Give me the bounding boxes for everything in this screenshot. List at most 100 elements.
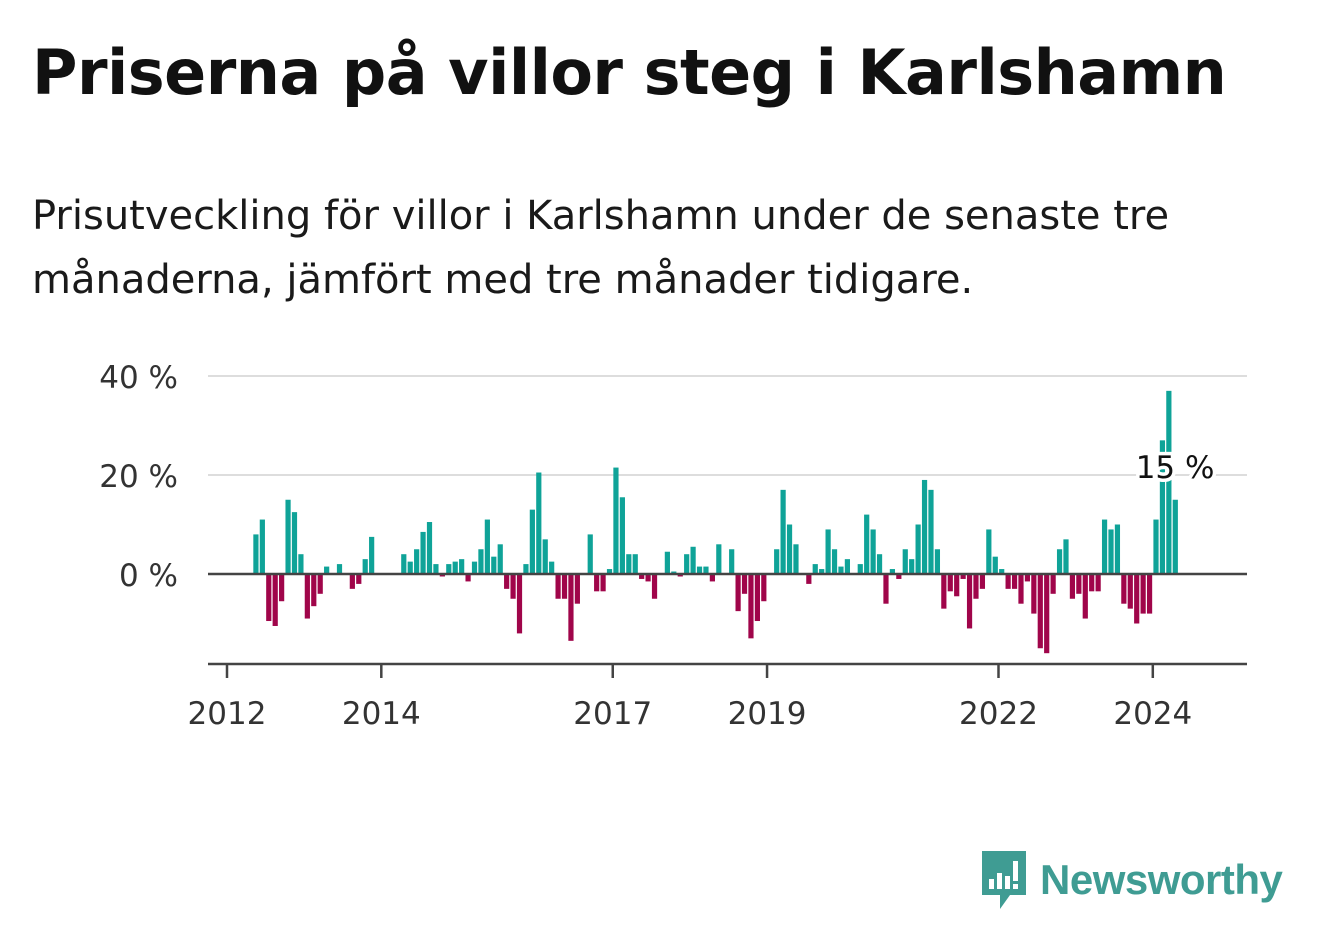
bar — [1018, 574, 1024, 604]
bar — [459, 559, 465, 574]
bar — [664, 551, 670, 575]
bar — [555, 574, 561, 599]
y-tick-label: 40 % — [99, 360, 178, 396]
bar — [928, 489, 934, 574]
bar — [1011, 574, 1018, 589]
bar — [1044, 574, 1050, 654]
bar — [619, 497, 625, 574]
bar — [889, 569, 895, 574]
bar — [356, 574, 362, 584]
bar — [613, 467, 619, 574]
bar — [516, 574, 523, 634]
newsworthy-logo: Newsworthy — [980, 848, 1283, 912]
bar — [844, 559, 850, 574]
bar — [902, 549, 908, 574]
bar — [401, 554, 407, 574]
bar — [298, 554, 304, 574]
bar — [317, 574, 323, 594]
bar — [941, 574, 947, 609]
brand-name: Newsworthy — [1040, 856, 1283, 903]
bar — [1005, 574, 1011, 589]
bar — [947, 574, 953, 592]
bar — [594, 574, 600, 592]
bar — [1140, 574, 1146, 614]
bar — [465, 574, 471, 582]
bar — [992, 556, 998, 574]
bar — [568, 574, 574, 641]
bar — [921, 479, 928, 574]
bar — [272, 574, 278, 626]
chart-subtitle: Prisutveckling för villor i Karlshamn un… — [32, 193, 1170, 303]
bar — [1101, 519, 1108, 574]
bar — [690, 546, 696, 574]
bar — [1153, 519, 1159, 574]
bar — [703, 566, 709, 575]
bar — [754, 574, 760, 622]
bar — [819, 569, 825, 574]
bar — [709, 574, 715, 582]
bar — [831, 549, 838, 574]
value-annotation: 15 % — [1136, 450, 1215, 486]
bar — [606, 569, 613, 574]
bar — [349, 574, 355, 589]
bar — [561, 574, 568, 599]
x-tick-label: 2012 — [188, 696, 267, 732]
bar — [1050, 574, 1056, 594]
bar — [1121, 574, 1127, 604]
bar — [1056, 549, 1063, 574]
bar — [954, 574, 960, 597]
bar — [812, 564, 818, 574]
bar — [452, 561, 458, 575]
bar — [761, 574, 767, 602]
bar — [1134, 574, 1140, 624]
bar — [433, 564, 439, 574]
bar — [587, 534, 593, 574]
bar — [336, 564, 343, 574]
bar — [285, 499, 291, 574]
bar — [1114, 524, 1121, 574]
bar — [651, 574, 658, 599]
bar — [266, 574, 272, 622]
bar — [1089, 574, 1095, 592]
bar — [1082, 574, 1088, 619]
bar — [934, 549, 941, 574]
bar — [549, 561, 555, 575]
bar — [497, 544, 503, 574]
bar — [639, 574, 645, 579]
bar — [504, 574, 510, 589]
bar — [780, 489, 786, 574]
bar — [870, 529, 876, 574]
bar — [253, 534, 259, 574]
bar — [748, 574, 754, 639]
bar — [1127, 574, 1133, 609]
bar — [632, 554, 638, 574]
bar — [1063, 539, 1069, 574]
bar — [529, 509, 535, 574]
bar — [259, 519, 265, 574]
chart-title: Priserna på villor steg i Karlshamn — [32, 36, 1227, 109]
bar — [1076, 574, 1082, 594]
bar — [645, 574, 651, 582]
bar — [966, 574, 973, 629]
bar — [626, 554, 632, 574]
bar — [523, 564, 529, 574]
bar — [574, 574, 580, 604]
bar — [536, 472, 542, 574]
bar — [774, 549, 780, 574]
bar — [973, 574, 979, 599]
x-tick-label: 2019 — [728, 696, 807, 732]
bar — [420, 531, 426, 574]
bar — [915, 524, 921, 574]
bar — [1031, 574, 1037, 614]
y-tick-label: 0 % — [119, 558, 178, 594]
bar — [1037, 574, 1043, 649]
bar — [1069, 574, 1076, 599]
bar — [414, 549, 420, 574]
bar — [471, 561, 478, 575]
bar — [1108, 529, 1114, 574]
bar — [1172, 499, 1178, 574]
bar — [311, 574, 317, 607]
bar — [909, 559, 915, 574]
bar — [825, 529, 831, 574]
